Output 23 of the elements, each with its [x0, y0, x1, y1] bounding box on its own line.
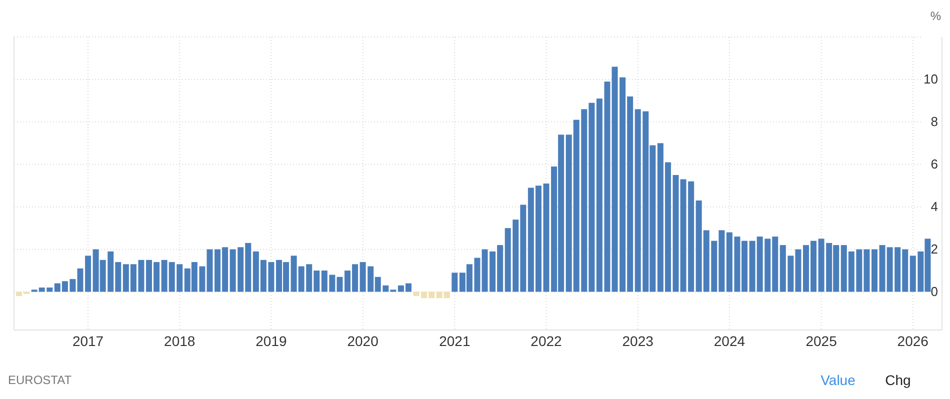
x-tick-label: 2020 [347, 332, 379, 349]
text: Chg [885, 372, 911, 388]
x-tick-label: 2021 [439, 332, 470, 349]
x-tick-label: 2025 [806, 332, 838, 349]
y-tick-label: 4 [930, 199, 938, 214]
x-tick-label: 2023 [622, 332, 654, 349]
x-tick-label: 2026 [897, 332, 929, 349]
bar [452, 272, 458, 292]
y-tick-label: 8 [930, 114, 938, 130]
y-tick-label: 0 [930, 284, 938, 299]
y-axis-title: % [930, 9, 942, 23]
bar [871, 249, 878, 292]
text: EUROSTAT [8, 373, 72, 387]
x-tick-label: 2022 [530, 332, 562, 349]
y-tick-label: 10 [924, 72, 938, 87]
x-tick-label: 2019 [256, 332, 287, 349]
y-tick-label: 2 [930, 241, 938, 256]
bar [85, 256, 92, 292]
x-tick-label: 2017 [72, 332, 104, 349]
x-tick-label: 2018 [164, 332, 196, 349]
text: Value [820, 372, 856, 388]
x-tick-label: 2024 [714, 332, 746, 349]
y-tick-label: 6 [930, 156, 938, 172]
